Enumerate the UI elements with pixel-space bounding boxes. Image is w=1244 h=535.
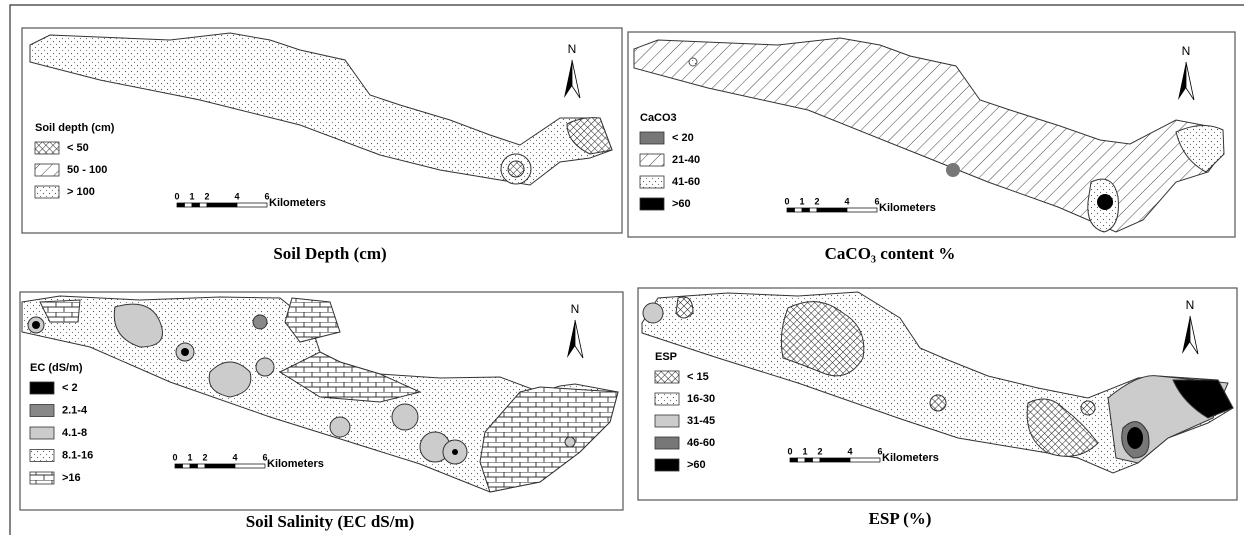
scale-tick-label: 0 xyxy=(787,446,792,456)
scale-bar xyxy=(813,458,821,462)
legend-swatch xyxy=(655,459,679,471)
legend-label: < 15 xyxy=(687,371,709,383)
caption: Soil Depth (cm) xyxy=(273,244,386,263)
map-spot xyxy=(946,163,960,177)
scale-tick-label: 4 xyxy=(234,191,239,201)
legend-swatch xyxy=(30,405,54,417)
map-spot xyxy=(689,58,697,66)
legend-label: 21-40 xyxy=(672,154,700,166)
legend-title: ESP xyxy=(655,351,677,363)
scale-bar xyxy=(847,208,877,212)
legend-label: 16-30 xyxy=(687,393,715,405)
scale-bar xyxy=(817,208,847,212)
legend-swatch xyxy=(30,382,54,394)
scale-bar xyxy=(235,464,265,468)
legend-label: 2.1-4 xyxy=(62,404,88,416)
scale-bar xyxy=(177,203,185,207)
legend-label: 46-60 xyxy=(687,437,715,449)
scale-tick-label: 0 xyxy=(174,191,179,201)
scale-tick-label: 2 xyxy=(814,196,819,206)
map-spot xyxy=(1127,427,1143,449)
legend-title: CaCO3 xyxy=(640,112,677,124)
caption: CaCO₃ content % xyxy=(825,244,956,263)
scale-bar xyxy=(805,458,813,462)
scale-bar xyxy=(850,458,880,462)
legend-label: > 100 xyxy=(67,186,95,198)
scale-unit: Kilometers xyxy=(267,458,324,470)
legend-swatch xyxy=(30,450,54,462)
caption: Soil Salinity (EC dS/m) xyxy=(246,512,415,531)
legend-label: < 50 xyxy=(67,142,89,154)
legend-swatch xyxy=(35,164,59,176)
scale-bar xyxy=(820,458,850,462)
legend-label: >16 xyxy=(62,472,81,484)
scale-tick-label: 1 xyxy=(799,196,804,206)
legend-label: 4.1-8 xyxy=(62,427,87,439)
legend-swatch xyxy=(35,142,59,154)
scale-tick-label: 4 xyxy=(844,196,849,206)
legend-label: 8.1-16 xyxy=(62,449,93,461)
north-label: N xyxy=(568,42,577,56)
scale-bar xyxy=(795,208,803,212)
legend-swatch xyxy=(640,176,664,188)
north-label: N xyxy=(1186,298,1195,312)
scale-tick-label: 1 xyxy=(187,452,192,462)
legend-label: < 2 xyxy=(62,382,78,394)
legend-label: >60 xyxy=(672,198,691,210)
scale-bar xyxy=(200,203,208,207)
legend-swatch xyxy=(640,132,664,144)
scale-bar xyxy=(175,464,183,468)
north-label: N xyxy=(571,302,580,316)
scale-tick-label: 4 xyxy=(847,446,852,456)
scale-bar xyxy=(185,203,193,207)
scale-tick-label: 2 xyxy=(817,446,822,456)
scale-tick-label: 2 xyxy=(202,452,207,462)
legend-swatch xyxy=(35,186,59,198)
scale-tick-label: 0 xyxy=(784,196,789,206)
legend-swatch xyxy=(655,371,679,383)
legend-label: < 20 xyxy=(672,132,694,144)
scale-tick-label: 4 xyxy=(232,452,237,462)
legend-swatch xyxy=(640,198,664,210)
legend-label: 31-45 xyxy=(687,415,715,427)
scale-unit: Kilometers xyxy=(882,452,939,464)
scale-bar xyxy=(810,208,818,212)
scale-tick-label: 2 xyxy=(204,191,209,201)
scale-unit: Kilometers xyxy=(269,197,326,209)
legend-title: Soil depth (cm) xyxy=(35,122,115,134)
legend-title: EC (dS/m) xyxy=(30,362,83,374)
scale-bar xyxy=(802,208,810,212)
map-spot xyxy=(32,321,40,329)
legend-swatch xyxy=(640,154,664,166)
scale-bar xyxy=(205,464,235,468)
caption: ESP (%) xyxy=(869,509,932,528)
scale-bar xyxy=(787,208,795,212)
legend-swatch xyxy=(30,427,54,439)
map-spot xyxy=(1097,194,1113,210)
scale-bar xyxy=(207,203,237,207)
scale-bar xyxy=(237,203,267,207)
scale-bar xyxy=(190,464,198,468)
north-label: N xyxy=(1182,44,1191,58)
scale-bar xyxy=(790,458,798,462)
scale-bar xyxy=(183,464,191,468)
scale-bar xyxy=(192,203,200,207)
legend-swatch xyxy=(655,437,679,449)
legend-swatch xyxy=(655,415,679,427)
scale-tick-label: 1 xyxy=(189,191,194,201)
legend-label: 41-60 xyxy=(672,176,700,188)
scale-tick-label: 0 xyxy=(172,452,177,462)
legend-label: >60 xyxy=(687,459,706,471)
legend-swatch xyxy=(30,472,54,484)
map-spot xyxy=(181,348,189,356)
legend-label: 50 - 100 xyxy=(67,164,107,176)
legend-swatch xyxy=(655,393,679,405)
scale-unit: Kilometers xyxy=(879,202,936,214)
scale-bar xyxy=(798,458,806,462)
scale-bar xyxy=(198,464,206,468)
scale-tick-label: 1 xyxy=(802,446,807,456)
map-spot xyxy=(452,449,458,455)
figure: Soil depth (cm)< 5050 - 100> 10001246Kil… xyxy=(0,0,1244,535)
